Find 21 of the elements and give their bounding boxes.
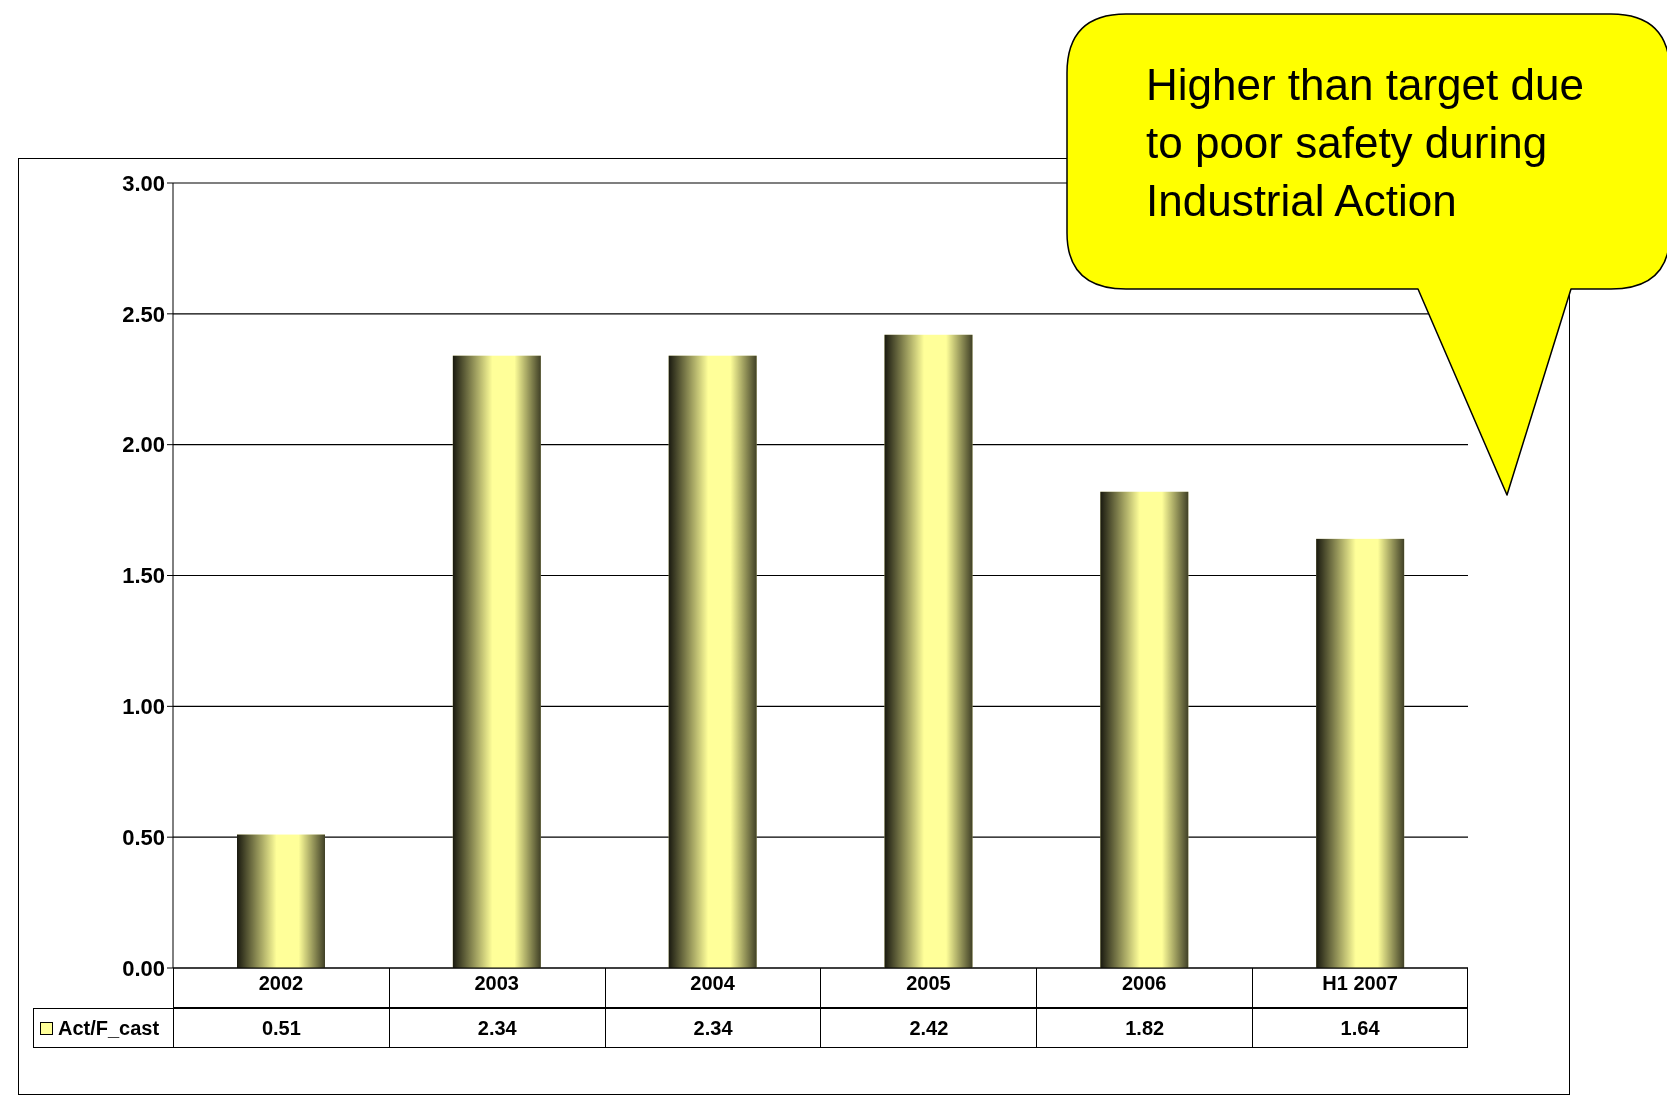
y-tick-label: 1.50 <box>122 563 165 589</box>
x-tick-label: 2004 <box>690 972 736 995</box>
x-tick-label: 2006 <box>1122 972 1167 995</box>
x-tick-label: H1 2007 <box>1322 972 1398 995</box>
y-tick-label: 3.00 <box>122 170 165 196</box>
data-label: 2.34 <box>604 1008 821 1048</box>
annotation: Higher than target due to poor safety during Industrial Action <box>1146 59 1585 227</box>
data-label: 0.51 <box>173 1008 389 1048</box>
y-tick-label: 1.00 <box>122 694 165 720</box>
data-label: 1.82 <box>1036 1008 1253 1048</box>
y-tick-label: 2.00 <box>122 432 165 458</box>
x-tick-label: 2002 <box>258 972 304 995</box>
data-label: 2.42 <box>820 1008 1037 1048</box>
x-tick-label: 2005 <box>906 972 951 995</box>
y-tick-label: 0.50 <box>122 824 165 850</box>
legend-label: Act/F_cast <box>58 1016 160 1040</box>
data-label: 2.34 <box>388 1008 605 1048</box>
y-tick-label: 0.00 <box>122 955 165 981</box>
data-label: 1.64 <box>1252 1008 1468 1048</box>
x-tick-label: 2003 <box>474 972 519 995</box>
y-tick-label: 2.50 <box>122 301 165 327</box>
